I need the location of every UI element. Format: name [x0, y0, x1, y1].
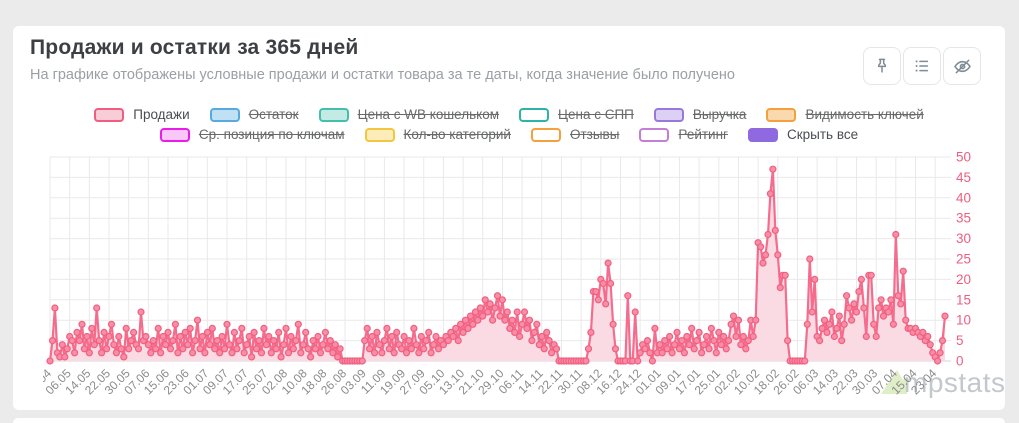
- legend-swatch: [747, 127, 778, 142]
- sales-chart[interactable]: 0510152025303540455028.0406.0514.0522.05…: [23, 150, 999, 410]
- legend-item-1-0[interactable]: Ср. позиция по ключам: [159, 127, 345, 142]
- next-card-edge: [13, 418, 1005, 423]
- legend-label: Остаток: [248, 107, 299, 122]
- legend-label: Видимость ключей: [805, 107, 924, 122]
- svg-text:10: 10: [956, 313, 971, 328]
- legend-label: Продажи: [133, 107, 190, 122]
- legend-label: Цена с WB кошельком: [357, 107, 499, 122]
- legend-swatch: [653, 107, 684, 122]
- legend-swatch: [159, 127, 190, 142]
- legend-swatch: [766, 107, 797, 122]
- legend-item-0-0[interactable]: Продажи: [94, 107, 190, 122]
- hide-chart-button[interactable]: [943, 47, 981, 85]
- legend-item-1-4[interactable]: Скрыть все: [747, 127, 859, 142]
- svg-text:0: 0: [956, 354, 964, 369]
- legend-label: Кол-во категорий: [403, 127, 511, 142]
- legend-swatch: [209, 107, 240, 122]
- svg-text:25: 25: [956, 252, 971, 267]
- legend-label: Отзывы: [569, 127, 620, 142]
- chart-area: 0 5 10 15 20 25 30 35 40 45 50 28.04 06.05 14.05 22.05…: [23, 150, 999, 410]
- legend-swatch: [639, 127, 670, 142]
- pin-button[interactable]: [863, 47, 901, 85]
- legend-item-0-5[interactable]: Видимость ключей: [766, 107, 924, 122]
- legend-list-button[interactable]: [903, 47, 941, 85]
- legend-label: Рейтинг: [678, 127, 728, 142]
- svg-text:5: 5: [956, 333, 964, 348]
- svg-text:15: 15: [956, 292, 971, 307]
- legend-label: Скрыть все: [786, 127, 859, 142]
- chart-toolbar: [863, 47, 981, 85]
- legend-label: Цена с СПП: [558, 107, 634, 122]
- svg-text:45: 45: [956, 170, 971, 185]
- svg-text:50: 50: [956, 151, 971, 165]
- pin-icon: [872, 56, 892, 76]
- svg-text:20: 20: [956, 272, 971, 287]
- legend-swatch: [519, 107, 549, 122]
- legend-swatch: [94, 107, 125, 122]
- legend-swatch: [530, 127, 561, 142]
- svg-text:30: 30: [956, 231, 971, 246]
- sales-card: Продажи и остатки за 365 дней На графике…: [13, 26, 1005, 410]
- list-icon: [912, 56, 932, 76]
- page-title: Продажи и остатки за 365 дней: [30, 36, 359, 59]
- legend-item-1-2[interactable]: Отзывы: [530, 127, 620, 142]
- legend-item-0-3[interactable]: Цена с СПП: [519, 107, 634, 122]
- legend-swatch: [318, 107, 349, 122]
- legend-item-1-3[interactable]: Рейтинг: [639, 127, 728, 142]
- legend-label: Выручка: [692, 107, 747, 122]
- page-subtitle: На графике отображены условные продажи и…: [30, 67, 735, 83]
- legend-swatch: [364, 127, 395, 142]
- eye-off-icon: [952, 56, 973, 77]
- legend-item-0-4[interactable]: Выручка: [653, 107, 747, 122]
- legend-item-0-2[interactable]: Цена с WB кошельком: [318, 107, 499, 122]
- legend-item-0-1[interactable]: Остаток: [209, 107, 299, 122]
- svg-text:40: 40: [956, 190, 971, 205]
- legend-item-1-1[interactable]: Кол-во категорий: [364, 127, 511, 142]
- chart-legend: Продажи Остаток Цена с WB кошельком Цена с …: [13, 107, 1005, 142]
- svg-text:35: 35: [956, 211, 971, 226]
- legend-label: Ср. позиция по ключам: [198, 127, 345, 142]
